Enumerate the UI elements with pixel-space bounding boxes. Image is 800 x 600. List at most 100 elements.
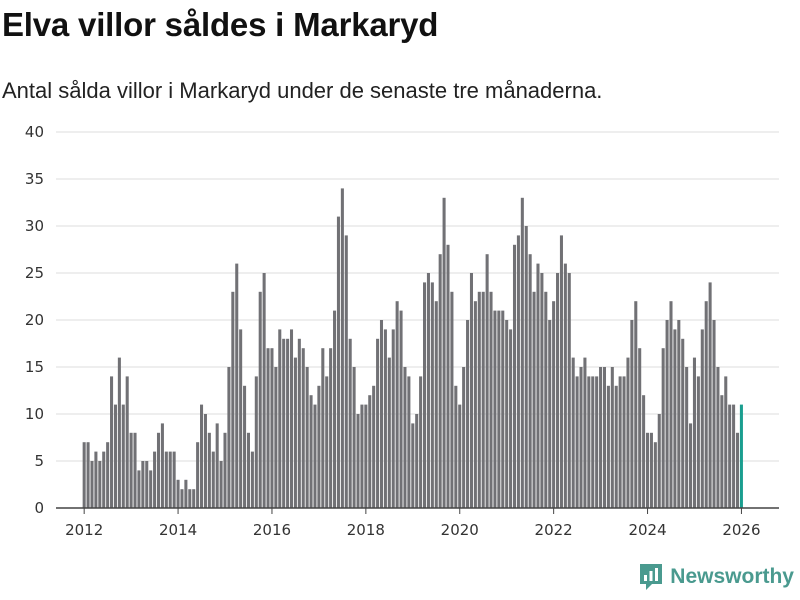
gridlines <box>56 131 779 462</box>
bar <box>426 273 430 508</box>
bar <box>215 423 219 508</box>
bar <box>442 197 446 509</box>
bar <box>286 338 290 508</box>
bar <box>516 235 520 508</box>
bar <box>168 451 172 508</box>
bar <box>258 291 262 508</box>
bar <box>227 367 231 508</box>
bar <box>458 404 462 508</box>
bar <box>356 414 360 508</box>
bar <box>450 291 454 508</box>
bar <box>297 338 301 508</box>
bar <box>333 310 337 508</box>
bar <box>556 273 560 508</box>
bar <box>94 451 98 508</box>
bar <box>512 244 517 509</box>
bar <box>317 385 321 508</box>
bar <box>728 404 732 508</box>
bar <box>626 357 630 508</box>
bar <box>223 432 227 508</box>
y-tick-label: 25 <box>25 264 44 282</box>
latest-value-label: 11 <box>736 0 755 4</box>
bar <box>376 338 380 508</box>
bar <box>673 329 677 508</box>
bar <box>520 197 524 509</box>
bar <box>200 404 204 508</box>
bar <box>646 432 650 508</box>
x-tick-label: 2020 <box>441 521 479 539</box>
bar <box>571 357 575 508</box>
bar <box>575 376 579 508</box>
bar <box>196 442 200 508</box>
bar <box>340 188 344 508</box>
bar <box>90 461 94 508</box>
bar <box>364 404 368 508</box>
bar <box>153 451 157 508</box>
bar <box>548 320 552 508</box>
y-tick-label: 30 <box>25 217 44 235</box>
bar <box>477 291 481 508</box>
bar <box>336 216 340 508</box>
bar <box>141 461 145 508</box>
bar <box>653 442 657 508</box>
bar <box>614 385 618 508</box>
bar <box>305 367 309 508</box>
bar <box>532 291 536 508</box>
bar <box>192 489 196 508</box>
bar <box>293 357 297 508</box>
bar <box>360 404 364 508</box>
bar <box>430 282 434 508</box>
bars <box>82 188 743 509</box>
bar <box>372 385 376 508</box>
bar <box>368 395 372 508</box>
bar <box>235 263 239 508</box>
bar <box>270 348 274 508</box>
y-tick-label: 0 <box>34 499 44 517</box>
bar <box>239 329 243 508</box>
bar <box>544 291 548 508</box>
bar <box>454 385 458 508</box>
bar <box>493 310 497 508</box>
bar <box>344 235 348 508</box>
brand-logo: Newsworthy <box>638 562 794 592</box>
bar <box>117 357 121 508</box>
x-tick-label: 2012 <box>65 521 103 539</box>
bar <box>129 432 133 508</box>
bar <box>274 367 278 508</box>
bar <box>98 461 102 508</box>
bar <box>188 489 192 508</box>
bar <box>82 442 86 508</box>
bar <box>485 254 489 508</box>
bar <box>231 291 235 508</box>
bar <box>579 367 583 508</box>
bar <box>164 451 168 508</box>
bar <box>434 301 438 508</box>
bar <box>352 367 356 508</box>
x-tick-label: 2022 <box>535 521 573 539</box>
bar <box>689 423 693 508</box>
bar <box>536 263 540 508</box>
bar <box>172 451 176 508</box>
y-axis: 0 5 10 15 20 25 30 35 40 <box>25 123 44 517</box>
bar <box>180 489 184 508</box>
y-tick-label: 5 <box>34 452 44 470</box>
bar <box>720 395 724 508</box>
bar <box>86 442 90 508</box>
x-tick-label: 2026 <box>722 521 760 539</box>
bar <box>395 301 399 508</box>
bar <box>203 414 207 508</box>
bar <box>466 320 470 508</box>
x-tick-label: 2014 <box>159 521 197 539</box>
bar <box>602 367 607 508</box>
bar <box>712 320 716 508</box>
bar <box>399 310 403 508</box>
bar <box>415 414 419 508</box>
bar <box>661 348 665 508</box>
bar <box>211 451 215 508</box>
bar <box>446 244 450 509</box>
bar <box>599 367 603 508</box>
bar <box>559 235 563 508</box>
bar <box>669 301 673 508</box>
bar <box>110 376 114 508</box>
